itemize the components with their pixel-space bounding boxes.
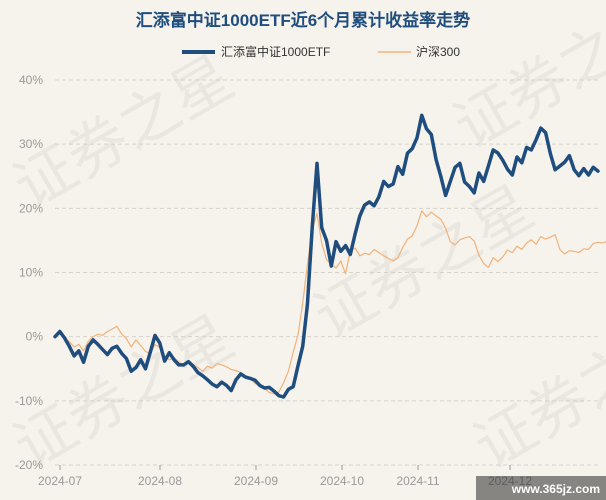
chart-title: 汇添富中证1000ETF近6个月累计收益率走势 xyxy=(136,10,470,30)
legend-label-fund: 汇添富中证1000ETF xyxy=(221,44,330,59)
y-tick-label: 20% xyxy=(19,201,43,215)
y-axis: 40% 30% 20% 10% 0% -10% -20% xyxy=(15,73,43,472)
legend-label-index: 沪深300 xyxy=(416,45,460,59)
y-tick-label: 10% xyxy=(19,266,43,280)
y-tick-label: 40% xyxy=(19,73,43,87)
x-tick-label: 2024-07 xyxy=(38,474,82,488)
watermark-layer: 证券之星 证券之星 证券之星 证券之星 证券之星 xyxy=(3,0,606,483)
x-tick-label: 2024-09 xyxy=(234,474,278,488)
x-axis: 2024-072024-082024-092024-102024-112024-… xyxy=(38,465,532,488)
site-badge: www.365jz.com xyxy=(476,476,606,500)
y-tick-label: -20% xyxy=(15,458,43,472)
y-tick-label: 30% xyxy=(19,137,43,151)
watermark-text: 证券之星 xyxy=(3,42,246,223)
y-tick-label: 0% xyxy=(26,330,44,344)
y-tick-label: -10% xyxy=(15,394,43,408)
x-tick-label: 2024-10 xyxy=(320,474,364,488)
x-tick-label: 2024-08 xyxy=(138,474,182,488)
series-layer xyxy=(53,113,606,399)
legend: 汇添富中证1000ETF 沪深300 xyxy=(182,44,460,59)
site-badge-bg xyxy=(476,476,606,500)
watermark-text: 证券之星 xyxy=(463,302,606,483)
x-tick-label: 2024-11 xyxy=(396,474,439,488)
site-badge-text: www.365jz.com xyxy=(511,482,600,496)
series-line-fund xyxy=(53,113,600,399)
series-line-index xyxy=(54,210,606,395)
